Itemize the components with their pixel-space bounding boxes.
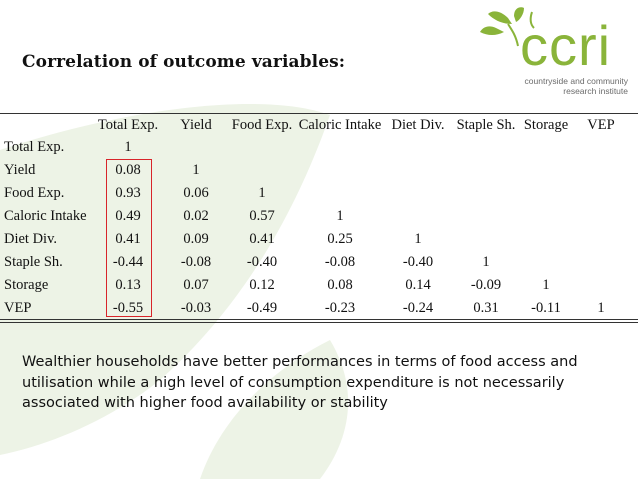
row-label: VEP [4, 300, 32, 316]
row-label: Diet Div. [4, 231, 58, 247]
table-cell: 0.13 [115, 277, 141, 293]
table-cell: -0.09 [470, 277, 502, 293]
row-label: Food Exp. [4, 185, 65, 201]
table-cell: -0.11 [531, 300, 561, 316]
table-cell: 0.14 [405, 277, 431, 293]
column-header: Food Exp. [231, 117, 293, 133]
row-label: Staple Sh. [4, 254, 63, 270]
table-cell: 1 [124, 139, 132, 155]
row-label: Caloric Intake [4, 208, 87, 224]
table-cell: 0.08 [327, 277, 353, 293]
table-cell: 0.41 [249, 231, 275, 247]
table-cell: 1 [597, 300, 605, 316]
table-cell: -0.23 [324, 300, 356, 316]
table-cell: 1 [192, 162, 200, 178]
table-cell: 0.12 [249, 277, 275, 293]
table-cell: 1 [258, 185, 266, 201]
table-cell: -0.08 [324, 254, 356, 270]
logo-subtitle-line1: countryside and community [524, 76, 628, 86]
table-cell: 1 [482, 254, 490, 270]
table-cell: 1 [542, 277, 550, 293]
table-cell: 0.02 [183, 208, 209, 224]
table-bottom-rule [0, 319, 638, 323]
table-cell: -0.03 [180, 300, 212, 316]
column-header: Staple Sh. [456, 117, 516, 133]
column-header: Total Exp. [97, 117, 159, 133]
table-cell: -0.24 [402, 300, 434, 316]
body-paragraph: Wealthier households have better perform… [22, 354, 578, 411]
column-header: Storage [523, 117, 569, 133]
table-cell: 0.09 [183, 231, 209, 247]
row-label: Yield [4, 162, 36, 178]
row-label: Total Exp. [4, 139, 65, 155]
logo-wordmark: ccri [520, 14, 612, 77]
table-cell: -0.40 [402, 254, 434, 270]
table-cell: 1 [414, 231, 422, 247]
table-cell: 0.07 [183, 277, 209, 293]
table-cell: -0.49 [246, 300, 278, 316]
row-label: Storage [4, 277, 49, 293]
column-header: Caloric Intake [298, 117, 382, 133]
table-cell: 0.41 [115, 231, 141, 247]
table-cell: 0.25 [327, 231, 353, 247]
table-cell: 0.57 [249, 208, 275, 224]
table-cell: -0.55 [112, 300, 144, 316]
column-header: VEP [587, 117, 615, 133]
column-header: Yield [180, 117, 212, 133]
table-cell: 1 [336, 208, 344, 224]
table-cell: -0.08 [180, 254, 212, 270]
table-cell: 0.93 [115, 185, 141, 201]
logo-subtitle: countryside and community research insti… [525, 76, 628, 96]
table-cell: 0.31 [473, 300, 499, 316]
slide-title: Correlation of outcome variables: [22, 52, 346, 72]
total-exp-column-highlight [106, 159, 152, 317]
table-cell: 0.06 [183, 185, 209, 201]
table-cell: 0.08 [115, 162, 141, 178]
column-header: Diet Div. [391, 117, 445, 133]
table-cell: 0.49 [115, 208, 141, 224]
table-cell: -0.40 [246, 254, 278, 270]
table-cell: -0.44 [112, 254, 144, 270]
table-top-rule [0, 113, 638, 114]
logo-subtitle-line2: research institute [563, 86, 628, 96]
ccri-logo-leaves-icon [480, 7, 535, 47]
